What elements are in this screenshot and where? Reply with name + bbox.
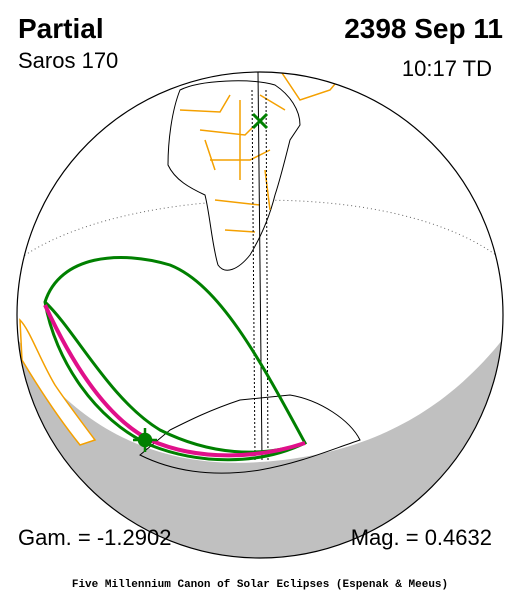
east-coast: [484, 139, 501, 231]
globe: [16, 71, 504, 559]
time: 10:17 TD: [402, 56, 492, 81]
greatest-eclipse-marker: [133, 428, 157, 452]
meridian-dashed: [251, 89, 256, 461]
eclipse-type: Partial: [18, 13, 104, 44]
subsolar-marker: [251, 112, 269, 130]
borders: [179, 94, 286, 233]
eclipse-date: 2398 Sep 11: [344, 13, 503, 44]
africa: [167, 80, 301, 271]
meridian-dashed: [265, 89, 269, 461]
gamma: Gam. = -1.2902: [18, 525, 171, 550]
central-meridian: [257, 71, 263, 461]
credit: Five Millennium Canon of Solar Eclipses …: [72, 579, 448, 591]
magnitude: Mag. = 0.4632: [351, 525, 492, 550]
antarctica: [139, 394, 361, 474]
south-america: [19, 318, 97, 446]
saros: Saros 170: [18, 48, 118, 73]
